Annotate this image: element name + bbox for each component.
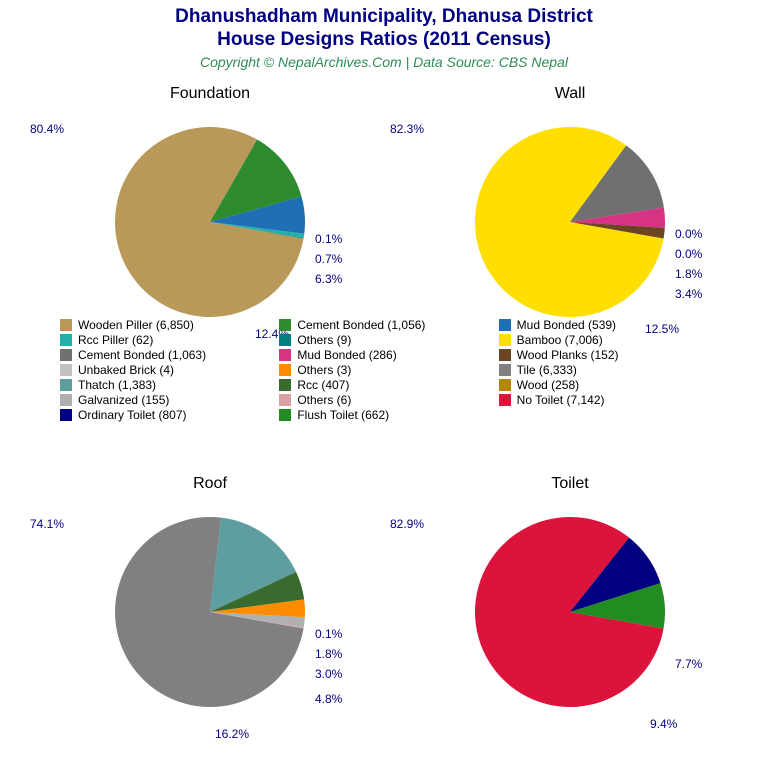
legend-swatch [279, 334, 291, 346]
toilet-pct-label-2: 7.7% [675, 657, 702, 671]
roof-pct-label-3: 3.0% [315, 667, 342, 681]
title-line2: House Designs Ratios (2011 Census) [217, 29, 551, 50]
foundation-pie-wrap: 80.4%12.4%6.3%0.7%0.1% [40, 107, 380, 347]
legend-label: No Toilet (7,142) [517, 393, 605, 407]
legend-item: Others (3) [279, 363, 490, 377]
legend-item: Unbaked Brick (4) [60, 363, 271, 377]
legend-label: Wood Planks (152) [517, 348, 619, 362]
legend-swatch [60, 379, 72, 391]
legend-item: Flush Toilet (662) [279, 408, 490, 422]
roof-pct-label-0: 74.1% [30, 517, 64, 531]
foundation-pct-label-4: 0.1% [315, 232, 342, 246]
legend-swatch [279, 349, 291, 361]
legend-item: Others (6) [279, 393, 490, 407]
legend-swatch [60, 349, 72, 361]
title-line1: Dhanushadham Municipality, Dhanusa Distr… [175, 6, 593, 27]
foundation-pie [40, 107, 380, 347]
foundation-pct-label-2: 6.3% [315, 272, 342, 286]
legend-swatch [499, 334, 511, 346]
legend-swatch [499, 319, 511, 331]
legend-swatch [279, 394, 291, 406]
legend-item: Rcc (407) [279, 378, 490, 392]
foundation-chart: Foundation80.4%12.4%6.3%0.7%0.1% [40, 85, 380, 347]
legend-label: Others (6) [297, 393, 351, 407]
roof-pie-wrap: 74.1%16.2%4.8%3.0%1.8%0.1% [40, 497, 380, 737]
legend-item: Rcc Piller (62) [60, 333, 271, 347]
legend-label: Galvanized (155) [78, 393, 169, 407]
roof-chart-title: Roof [40, 475, 380, 493]
chart-container: Dhanushadham Municipality, Dhanusa Distr… [0, 0, 768, 768]
legend-item: Others (9) [279, 333, 490, 347]
legend-item: Cement Bonded (1,056) [279, 318, 490, 332]
legend-label: Unbaked Brick (4) [78, 363, 174, 377]
legend: Wooden Piller (6,850) Cement Bonded (1,05… [60, 318, 710, 422]
roof-pct-label-5: 0.1% [315, 627, 342, 641]
legend-swatch [60, 319, 72, 331]
legend-label: Rcc (407) [297, 378, 349, 392]
legend-swatch [499, 349, 511, 361]
legend-swatch [60, 394, 72, 406]
legend-swatch [499, 364, 511, 376]
legend-label: Others (9) [297, 333, 351, 347]
wall-pct-label-4: 0.0% [675, 247, 702, 261]
legend-label: Ordinary Toilet (807) [78, 408, 187, 422]
wall-pct-label-2: 3.4% [675, 287, 702, 301]
wall-pct-label-5: 0.0% [675, 227, 702, 241]
legend-swatch [279, 379, 291, 391]
legend-item: Wooden Piller (6,850) [60, 318, 271, 332]
wall-chart-title: Wall [400, 85, 740, 103]
legend-swatch [499, 379, 511, 391]
legend-label: Tile (6,333) [517, 363, 577, 377]
legend-label: Wooden Piller (6,850) [78, 318, 194, 332]
roof-chart: Roof74.1%16.2%4.8%3.0%1.8%0.1% [40, 475, 380, 737]
legend-item: Wood Planks (152) [499, 348, 710, 362]
legend-swatch [279, 319, 291, 331]
legend-item: Bamboo (7,006) [499, 333, 710, 347]
legend-item: Galvanized (155) [60, 393, 271, 407]
subtitle: Copyright © NepalArchives.Com | Data Sou… [0, 54, 768, 70]
legend-label: Thatch (1,383) [78, 378, 156, 392]
legend-label: Mud Bonded (286) [297, 348, 396, 362]
toilet-pie [400, 497, 740, 737]
wall-chart: Wall82.3%12.5%3.4%1.8%0.0%0.0% [400, 85, 740, 347]
toilet-pie-wrap: 82.9%9.4%7.7% [400, 497, 740, 737]
legend-swatch [279, 409, 291, 421]
legend-item: Cement Bonded (1,063) [60, 348, 271, 362]
legend-label: Mud Bonded (539) [517, 318, 616, 332]
legend-item: Ordinary Toilet (807) [60, 408, 271, 422]
legend-label: Wood (258) [517, 378, 579, 392]
legend-label: Rcc Piller (62) [78, 333, 153, 347]
foundation-chart-title: Foundation [40, 85, 380, 103]
legend-item: Mud Bonded (539) [499, 318, 710, 332]
legend-swatch [60, 364, 72, 376]
legend-item: Thatch (1,383) [60, 378, 271, 392]
roof-pct-label-2: 4.8% [315, 692, 342, 706]
legend-item: Mud Bonded (286) [279, 348, 490, 362]
legend-label: Flush Toilet (662) [297, 408, 389, 422]
wall-pie-wrap: 82.3%12.5%3.4%1.8%0.0%0.0% [400, 107, 740, 347]
toilet-chart: Toilet82.9%9.4%7.7% [400, 475, 740, 737]
legend-item: Tile (6,333) [499, 363, 710, 377]
legend-label: Others (3) [297, 363, 351, 377]
toilet-pct-label-0: 82.9% [390, 517, 424, 531]
toilet-pct-label-1: 9.4% [650, 717, 677, 731]
legend-label: Cement Bonded (1,063) [78, 348, 206, 362]
foundation-pct-label-3: 0.7% [315, 252, 342, 266]
legend-label: Cement Bonded (1,056) [297, 318, 425, 332]
legend-swatch [60, 334, 72, 346]
legend-label: Bamboo (7,006) [517, 333, 603, 347]
legend-swatch [60, 409, 72, 421]
wall-pct-label-0: 82.3% [390, 122, 424, 136]
legend-swatch [499, 394, 511, 406]
legend-item: No Toilet (7,142) [499, 393, 710, 407]
main-title: Dhanushadham Municipality, Dhanusa Distr… [0, 0, 768, 52]
legend-swatch [279, 364, 291, 376]
wall-pct-label-3: 1.8% [675, 267, 702, 281]
roof-pct-label-1: 16.2% [215, 727, 249, 741]
legend-item: Wood (258) [499, 378, 710, 392]
roof-pct-label-4: 1.8% [315, 647, 342, 661]
toilet-chart-title: Toilet [400, 475, 740, 493]
foundation-pct-label-0: 80.4% [30, 122, 64, 136]
